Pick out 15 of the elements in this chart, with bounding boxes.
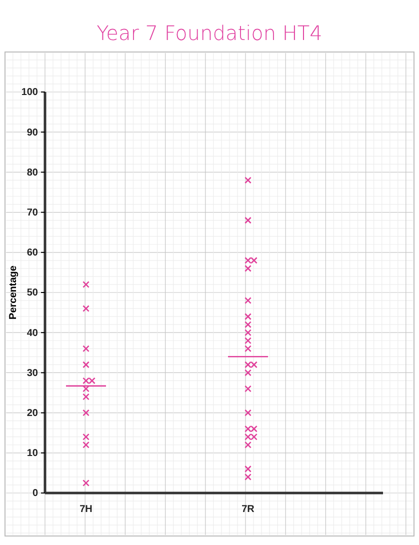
y-tick-label: 100 — [21, 87, 38, 98]
y-tick-label: 50 — [26, 288, 38, 299]
y-tick-label: 0 — [32, 488, 38, 500]
y-axis-title: Percentage — [8, 265, 19, 320]
y-tick-label: 90 — [26, 127, 38, 138]
y-tick-label: 70 — [26, 208, 38, 218]
y-tick-label: 20 — [26, 408, 38, 419]
y-tick-label: 60 — [26, 248, 38, 259]
y-tick-label: 40 — [26, 328, 38, 339]
y-tick-label: 10 — [26, 448, 38, 460]
x-tick-label: 7H — [80, 504, 92, 516]
chart-title: Year 7 Foundation HT4 — [96, 21, 322, 45]
y-tick-label: 80 — [26, 167, 38, 178]
y-tick-label: 30 — [26, 368, 38, 379]
x-tick-label: 7R — [242, 504, 256, 516]
